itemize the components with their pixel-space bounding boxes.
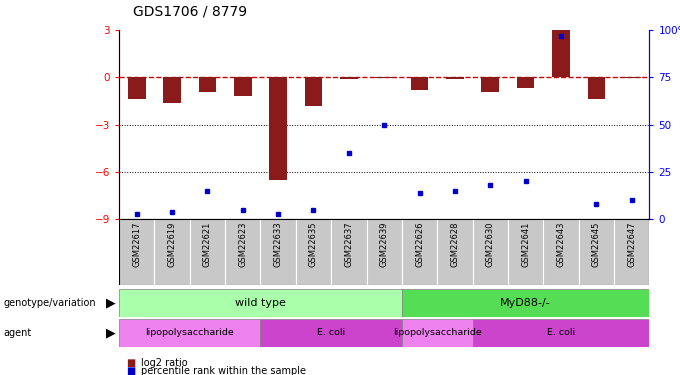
- Bar: [128, 77, 146, 99]
- Bar: [473, 219, 508, 285]
- Bar: [225, 219, 260, 285]
- Text: GSM22623: GSM22623: [238, 221, 248, 267]
- Bar: [481, 77, 499, 92]
- Bar: [296, 219, 331, 285]
- Text: GSM22621: GSM22621: [203, 221, 212, 267]
- Text: GSM22633: GSM22633: [273, 221, 283, 267]
- Text: ▶: ▶: [106, 296, 116, 309]
- Text: GSM22645: GSM22645: [592, 221, 601, 267]
- Text: GSM22643: GSM22643: [556, 221, 566, 267]
- Bar: [588, 77, 605, 99]
- Bar: [190, 219, 225, 285]
- Bar: [508, 219, 543, 285]
- Bar: [623, 77, 641, 78]
- Bar: [119, 219, 154, 285]
- Bar: [517, 77, 534, 88]
- Text: GSM22639: GSM22639: [379, 221, 389, 267]
- Bar: [163, 77, 181, 103]
- Text: agent: agent: [3, 328, 32, 338]
- Text: genotype/variation: genotype/variation: [3, 298, 96, 308]
- Bar: [340, 77, 358, 79]
- Text: GSM22635: GSM22635: [309, 221, 318, 267]
- Text: wild type: wild type: [235, 298, 286, 308]
- Bar: [446, 77, 464, 79]
- Bar: [331, 219, 367, 285]
- Text: GSM22630: GSM22630: [486, 221, 495, 267]
- Bar: [402, 319, 473, 347]
- Bar: [411, 77, 428, 90]
- Text: E. coli: E. coli: [547, 328, 575, 338]
- Text: lipopolysaccharide: lipopolysaccharide: [393, 328, 481, 338]
- Bar: [119, 319, 260, 347]
- Text: GSM22619: GSM22619: [167, 221, 177, 267]
- Bar: [402, 219, 437, 285]
- Bar: [199, 77, 216, 92]
- Bar: [375, 77, 393, 78]
- Text: log2 ratio: log2 ratio: [141, 358, 188, 368]
- Bar: [260, 319, 402, 347]
- Text: MyD88-/-: MyD88-/-: [500, 298, 551, 308]
- Bar: [614, 219, 649, 285]
- Text: ■: ■: [126, 358, 135, 368]
- Bar: [552, 30, 570, 77]
- Bar: [543, 219, 579, 285]
- Bar: [154, 219, 190, 285]
- Text: GSM22647: GSM22647: [627, 221, 636, 267]
- Bar: [234, 77, 252, 96]
- Text: E. coli: E. coli: [317, 328, 345, 338]
- Bar: [402, 289, 649, 317]
- Text: percentile rank within the sample: percentile rank within the sample: [141, 366, 306, 375]
- Text: GSM22626: GSM22626: [415, 221, 424, 267]
- Bar: [269, 77, 287, 180]
- Text: lipopolysaccharide: lipopolysaccharide: [146, 328, 234, 338]
- Text: ■: ■: [126, 366, 135, 375]
- Bar: [473, 319, 649, 347]
- Bar: [367, 219, 402, 285]
- Text: GSM22641: GSM22641: [521, 221, 530, 267]
- Bar: [437, 219, 473, 285]
- Text: ▶: ▶: [106, 326, 116, 339]
- Text: GSM22617: GSM22617: [132, 221, 141, 267]
- Text: GDS1706 / 8779: GDS1706 / 8779: [133, 5, 247, 19]
- Bar: [579, 219, 614, 285]
- Bar: [260, 219, 296, 285]
- Bar: [305, 77, 322, 106]
- Bar: [119, 289, 402, 317]
- Text: GSM22628: GSM22628: [450, 221, 460, 267]
- Text: GSM22637: GSM22637: [344, 221, 354, 267]
